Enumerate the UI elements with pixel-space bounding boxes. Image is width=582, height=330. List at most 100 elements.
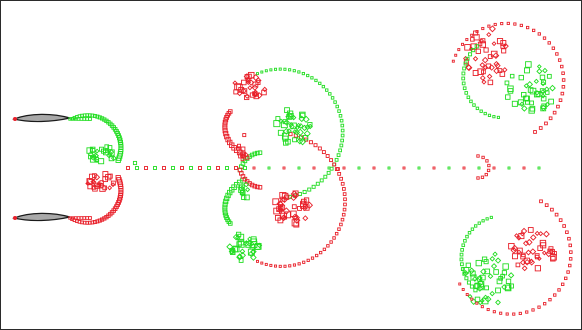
particle-marker [144,166,148,170]
particle-marker [520,227,528,235]
particle-marker [108,156,114,162]
particle-marker [323,174,328,179]
particle-marker [256,259,259,263]
particle-marker [486,168,491,173]
particle-marker [473,34,480,41]
particle-marker [484,268,491,275]
particle-marker [98,182,105,189]
particle-marker [459,262,464,267]
particle-marker [216,166,220,170]
particle-marker [479,62,486,68]
particle-marker [262,86,268,93]
particle-marker [484,172,488,177]
particle-marker [302,189,307,194]
particle-marker [464,91,469,95]
particle-marker [541,250,547,256]
particle-marker [330,96,335,100]
particle-marker [235,234,241,241]
particle-marker [236,83,243,91]
particle-marker [74,216,78,220]
particle-marker [470,274,477,281]
particle-marker [506,21,510,26]
particle-marker [507,88,514,94]
particle-marker [465,38,469,42]
particle-marker [97,115,102,120]
particle-marker [548,298,552,302]
particle-marker [538,231,544,237]
particle-marker [357,166,361,170]
particle-marker [480,305,484,309]
particle-marker [557,288,561,292]
particle-marker [540,95,547,102]
particle-marker [91,184,97,190]
particle-marker [277,129,284,136]
particle-marker [82,117,87,121]
particle-marker [240,146,246,152]
particle-marker [465,293,469,296]
particle-marker [291,204,297,210]
particle-marker [339,143,344,148]
particle-marker [539,199,543,204]
particle-marker [343,197,347,202]
particle-marker [567,236,571,241]
particle-marker [485,159,489,163]
particle-marker [465,262,471,268]
particle-marker [88,117,92,121]
particle-marker [476,176,480,180]
particle-marker [494,257,502,264]
particle-marker [107,185,113,191]
particle-marker [90,220,95,225]
particle-marker [107,150,113,157]
airfoil-shape [11,113,71,123]
particle-marker [480,38,486,44]
particle-marker [103,149,109,156]
particle-marker [300,112,306,118]
particle-marker [561,71,565,75]
particle-marker [558,98,563,102]
particle-marker [249,182,255,188]
particle-marker [387,166,391,170]
near-wake-vortices [68,113,124,225]
particle-marker [311,184,316,189]
particle-marker [479,75,486,81]
particle-marker [338,148,342,153]
particle-marker [280,121,288,129]
particle-marker [492,52,500,59]
particle-marker [92,220,97,225]
particle-marker [247,251,254,257]
particle-marker [475,30,479,34]
particle-marker [269,68,273,72]
particle-marker [319,178,324,183]
particle-marker [283,264,287,268]
particle-marker [93,173,101,181]
particle-marker [521,105,528,112]
particle-marker [79,117,84,121]
particle-marker [288,264,292,268]
particle-marker [483,47,489,53]
particle-marker [497,68,503,73]
particle-marker [272,198,280,206]
particle-marker [537,166,541,170]
particle-marker [462,66,467,71]
particle-marker [481,297,489,305]
particle-marker [504,80,510,86]
particle-marker [542,67,548,74]
particle-marker [527,227,534,233]
particle-marker [283,67,287,71]
particle-marker [82,216,87,220]
airfoil-shape [11,212,71,222]
particle-marker [493,22,497,27]
particle-marker [544,121,548,126]
particle-marker [322,247,327,252]
particle-marker [110,155,117,162]
particle-marker [402,166,406,170]
particle-marker [243,181,250,188]
particle-marker [260,70,264,74]
particle-marker [223,117,229,123]
particle-marker [342,192,347,196]
particle-marker [461,76,466,81]
particle-marker [298,138,307,146]
particle-marker [230,248,236,254]
particle-marker [479,109,483,113]
particle-marker [307,187,312,192]
